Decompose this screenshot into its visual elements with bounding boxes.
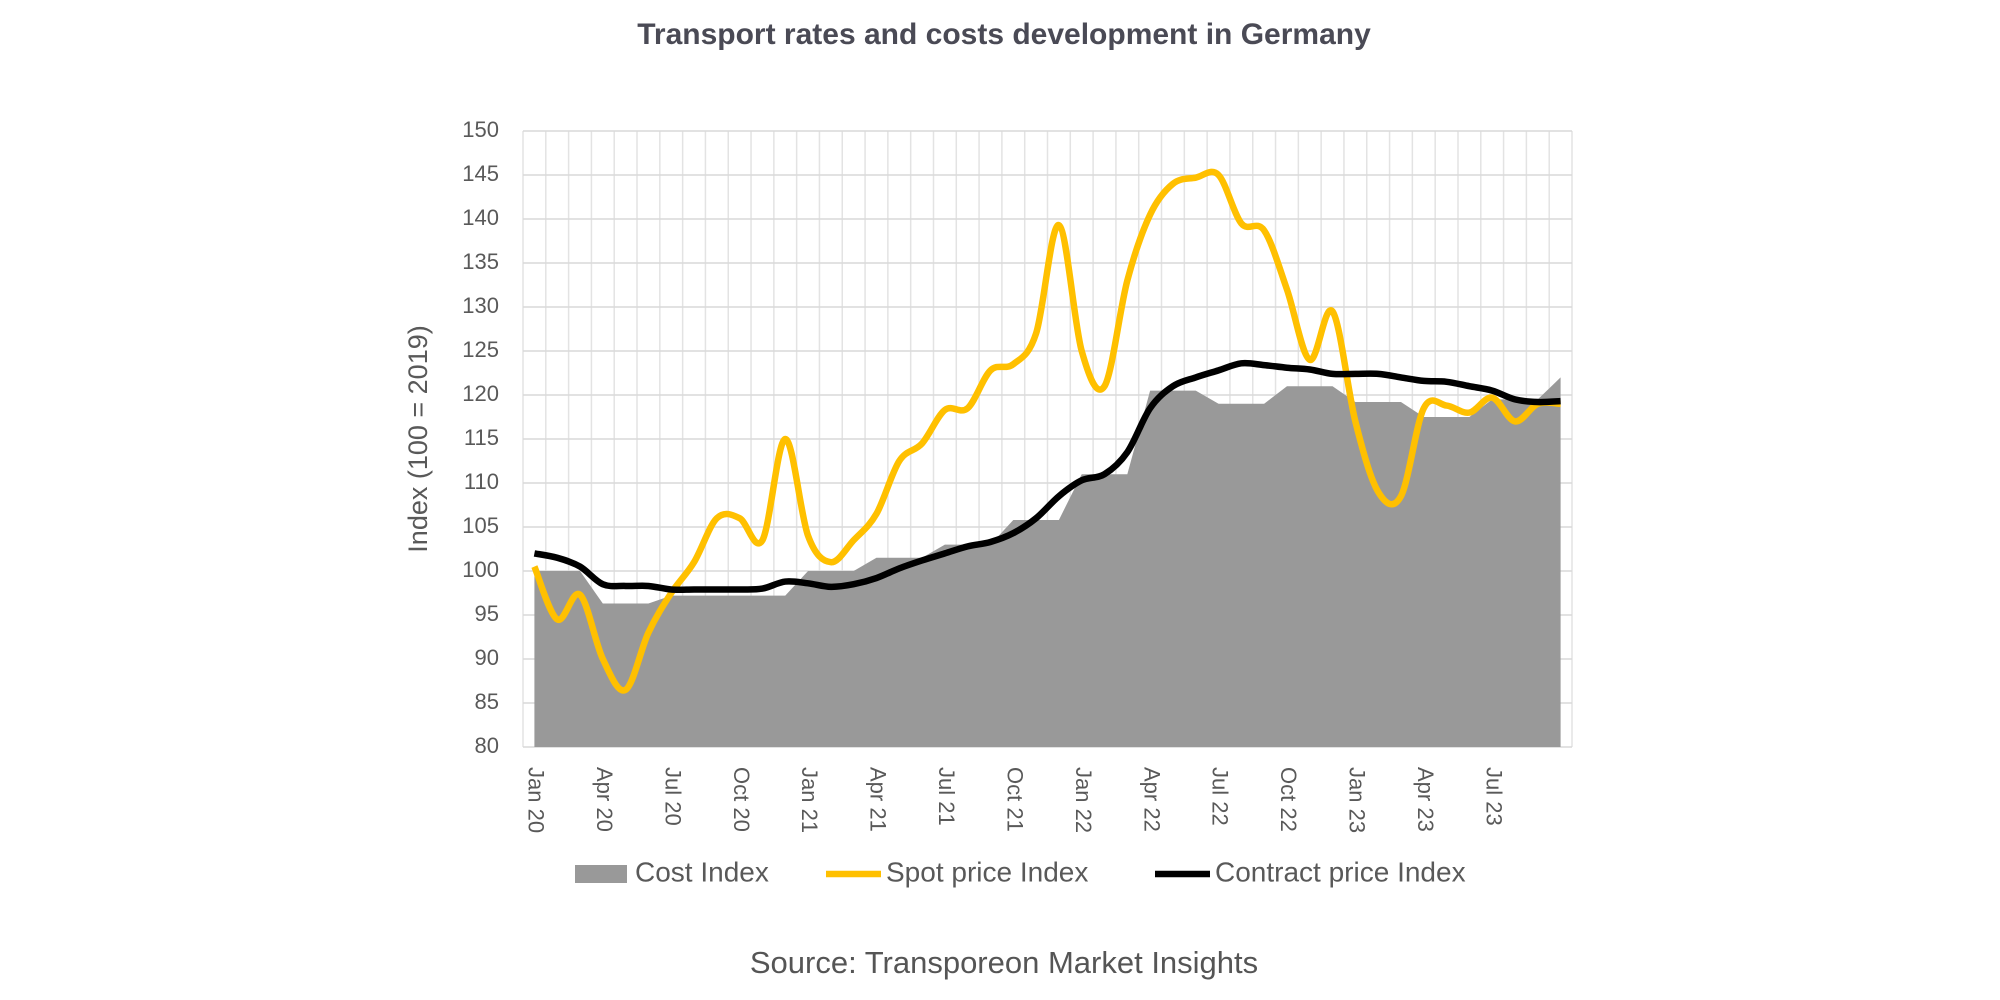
x-tick-label: Apr 23 bbox=[1413, 767, 1438, 832]
y-tick-label: 95 bbox=[475, 601, 499, 626]
y-tick-label: 90 bbox=[475, 645, 499, 670]
x-tick-label: Apr 22 bbox=[1139, 767, 1164, 832]
y-tick-label: 120 bbox=[462, 381, 499, 406]
y-tick-label: 105 bbox=[462, 513, 499, 538]
x-tick-label: Apr 20 bbox=[592, 767, 617, 832]
area bbox=[534, 377, 1561, 747]
y-tick-label: 85 bbox=[475, 689, 499, 714]
source: Source: Transporeon Market Insights bbox=[750, 945, 1258, 980]
x-tick-label: Jul 23 bbox=[1481, 767, 1506, 826]
y-tick-label: 150 bbox=[462, 117, 499, 142]
legend-label: Contract price Index bbox=[1215, 856, 1466, 887]
x-tick-label: Jul 21 bbox=[934, 767, 959, 826]
x-tick-label: Jan 23 bbox=[1345, 767, 1370, 833]
y-tick-label: 100 bbox=[462, 557, 499, 582]
chart-title: Transport rates and costs development in… bbox=[637, 18, 1371, 51]
x-tick-label: Oct 22 bbox=[1276, 767, 1301, 832]
x-tick-label: Jan 22 bbox=[1071, 767, 1096, 833]
y-tick-label: 115 bbox=[464, 425, 499, 450]
line bbox=[533, 359, 1561, 593]
y-tick-label: 80 bbox=[475, 733, 499, 758]
x-tick-label: Jul 20 bbox=[660, 767, 685, 826]
y-tick-label: 125 bbox=[462, 337, 499, 362]
y-tick-label: 110 bbox=[464, 469, 499, 494]
y-tick-label: 145 bbox=[462, 161, 499, 186]
y-tick-label: 130 bbox=[462, 293, 499, 318]
y-axis-label: Index (100 = 2019) bbox=[403, 325, 433, 552]
x-tick-label: Oct 21 bbox=[1002, 767, 1027, 832]
x-tick-label: Jul 22 bbox=[1208, 767, 1233, 826]
line bbox=[531, 168, 1561, 694]
y-tick-label: 135 bbox=[462, 249, 499, 274]
x-tick-label: Apr 21 bbox=[866, 767, 891, 832]
y-tick-label: 140 bbox=[462, 205, 499, 230]
x-tick-label: Oct 20 bbox=[729, 767, 754, 832]
legend-label: Cost Index bbox=[635, 856, 769, 887]
x-tick-label: Jan 20 bbox=[524, 767, 549, 833]
legend-swatch bbox=[575, 865, 627, 883]
x-tick-label: Jan 21 bbox=[797, 767, 822, 833]
legend-label: Spot price Index bbox=[886, 856, 1088, 887]
